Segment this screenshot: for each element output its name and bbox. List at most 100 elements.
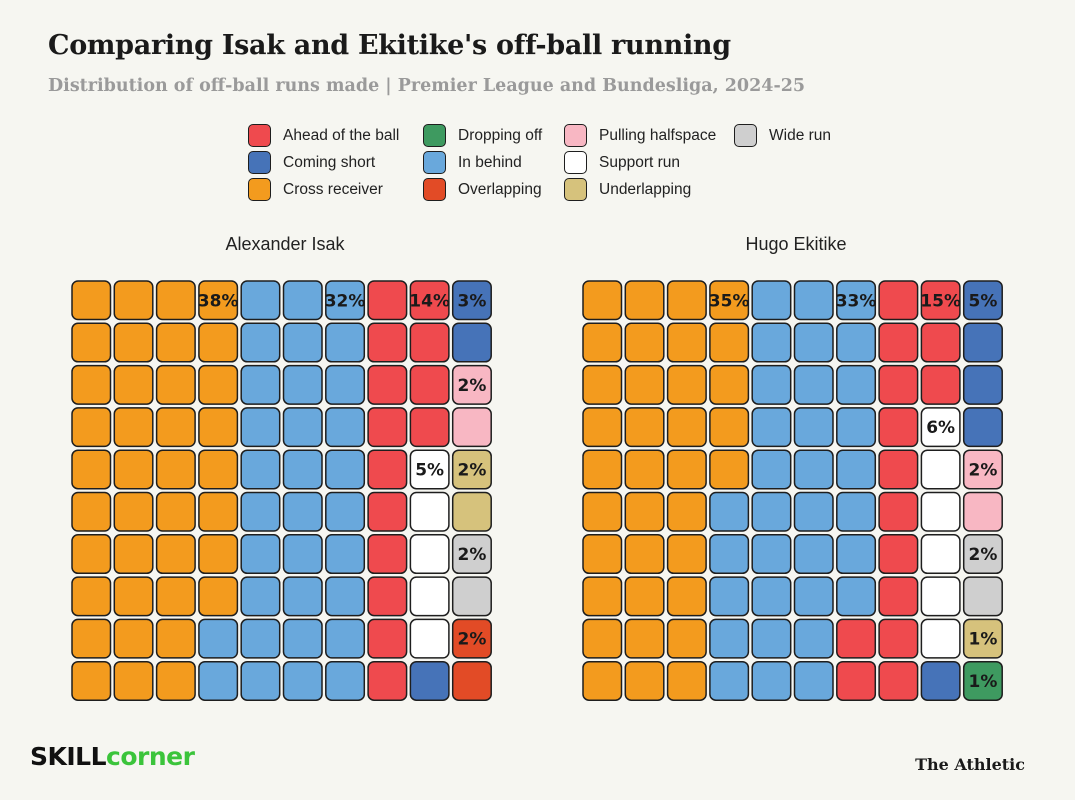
waffle-cell-coming-short [451, 322, 492, 363]
waffle-cell-ahead-of-the-ball [878, 449, 919, 490]
waffle-cell-ahead-of-the-ball [878, 491, 919, 532]
waffle-cell-in-behind [282, 576, 323, 617]
waffle-cell-in-behind [325, 280, 366, 321]
waffle-cell-cross-receiver [71, 322, 112, 363]
waffle-cell-cross-receiver [198, 322, 239, 363]
waffle-cell-in-behind [325, 660, 366, 701]
waffle-cell-cross-receiver [666, 364, 707, 405]
waffle-cell-ahead-of-the-ball [878, 364, 919, 405]
waffle-cell-cross-receiver [624, 660, 665, 701]
legend-label: In behind [458, 153, 522, 171]
legend-label: Wide run [769, 126, 832, 144]
waffle-cell-cross-receiver [155, 491, 196, 532]
legend-swatch [423, 178, 446, 201]
waffle-cell-support-run [920, 576, 961, 617]
data-label-support-run: 6% [926, 418, 955, 438]
data-label-overlapping: 2% [458, 630, 487, 650]
waffle-cell-cross-receiver [666, 660, 707, 701]
waffle-cell-cross-receiver [198, 491, 239, 532]
waffle-cell-in-behind [325, 576, 366, 617]
waffle-cell-cross-receiver [71, 660, 112, 701]
legend-item-support-run: Support run [564, 149, 734, 176]
waffle-cell-ahead-of-the-ball [878, 280, 919, 321]
legend-label: Underlapping [599, 180, 692, 198]
waffle-chart-isak: 38% 32% 14% 5% 3% 2% 2% 2% 2% [71, 280, 492, 701]
waffle-cell-in-behind [325, 364, 366, 405]
waffle-cell-in-behind [240, 660, 281, 701]
waffle-cell-support-run [409, 449, 450, 490]
data-label-ahead-of-the-ball: 15% [920, 291, 961, 311]
waffle-cell-cross-receiver [155, 364, 196, 405]
waffle-cell-in-behind [709, 534, 750, 575]
waffle-cell-support-run [920, 407, 961, 448]
waffle-cell-pulling-halfspace [962, 491, 1003, 532]
waffle-cell-coming-short [920, 660, 961, 701]
waffle-cell-in-behind [325, 534, 366, 575]
waffle-cell-cross-receiver [666, 322, 707, 363]
data-label-ahead-of-the-ball: 14% [409, 291, 450, 311]
skillcorner-logo: SKILLcorner [30, 742, 195, 771]
waffle-cell-support-run [409, 491, 450, 532]
panel-title-isak: Alexander Isak [225, 234, 345, 254]
waffle-cell-cross-receiver [666, 534, 707, 575]
chart-subtitle: Distribution of off-ball runs made | Pre… [48, 76, 806, 96]
waffle-cell-in-behind [282, 364, 323, 405]
waffle-cell-cross-receiver [198, 534, 239, 575]
waffle-cell-underlapping [451, 449, 492, 490]
legend-swatch [423, 124, 446, 147]
waffle-cell-cross-receiver [624, 280, 665, 321]
waffle-cell-ahead-of-the-ball [878, 534, 919, 575]
legend-swatch [564, 124, 587, 147]
waffle-cell-cross-receiver [709, 364, 750, 405]
data-label-wide-run: 2% [458, 545, 487, 565]
waffle-cell-in-behind [751, 280, 792, 321]
chart-title: Comparing Isak and Ekitike's off-ball ru… [48, 30, 731, 61]
waffle-cell-ahead-of-the-ball [367, 534, 408, 575]
waffle-cell-in-behind [751, 364, 792, 405]
legend-label: Support run [599, 153, 680, 171]
waffle-cell-in-behind [836, 576, 877, 617]
waffle-cell-in-behind [836, 364, 877, 405]
waffle-cell-in-behind [240, 618, 281, 659]
data-label-pulling-halfspace: 2% [458, 376, 487, 396]
waffle-cell-cross-receiver [582, 576, 623, 617]
waffle-cell-cross-receiver [155, 618, 196, 659]
legend-swatch [248, 151, 271, 174]
data-label-pulling-halfspace: 2% [969, 460, 998, 480]
waffle-cell-support-run [920, 491, 961, 532]
waffle-cell-cross-receiver [113, 618, 154, 659]
waffle-cell-coming-short [451, 280, 492, 321]
legend-item-dropping-off: Dropping off [423, 122, 564, 149]
waffle-cell-dropping-off [962, 660, 1003, 701]
waffle-cell-ahead-of-the-ball [878, 322, 919, 363]
waffle-cell-in-behind [282, 449, 323, 490]
waffle-cell-in-behind [240, 322, 281, 363]
waffle-cell-cross-receiver [709, 407, 750, 448]
waffle-cell-in-behind [836, 322, 877, 363]
waffle-cell-in-behind [751, 449, 792, 490]
waffle-cell-cross-receiver [582, 322, 623, 363]
waffle-cell-ahead-of-the-ball [367, 660, 408, 701]
waffle-cell-cross-receiver [113, 660, 154, 701]
waffle-cell-ahead-of-the-ball [878, 660, 919, 701]
waffle-cell-in-behind [793, 407, 834, 448]
waffle-cell-in-behind [793, 576, 834, 617]
legend-item-ahead: Ahead of the ball [248, 122, 423, 149]
waffle-cell-cross-receiver [71, 449, 112, 490]
waffle-cell-in-behind [240, 364, 281, 405]
waffle-cell-cross-receiver [155, 534, 196, 575]
legend-label: Overlapping [458, 180, 542, 198]
waffle-cell-cross-receiver [582, 280, 623, 321]
waffle-cell-ahead-of-the-ball [367, 618, 408, 659]
waffle-cell-in-behind [751, 618, 792, 659]
waffle-cell-cross-receiver [71, 491, 112, 532]
waffle-cell-cross-receiver [666, 576, 707, 617]
waffle-cell-cross-receiver [666, 491, 707, 532]
waffle-cell-in-behind [836, 280, 877, 321]
waffle-cell-in-behind [282, 618, 323, 659]
waffle-cell-cross-receiver [155, 322, 196, 363]
waffle-cell-in-behind [325, 491, 366, 532]
waffle-cell-cross-receiver [71, 280, 112, 321]
waffle-cell-in-behind [240, 280, 281, 321]
waffle-cell-cross-receiver [709, 449, 750, 490]
